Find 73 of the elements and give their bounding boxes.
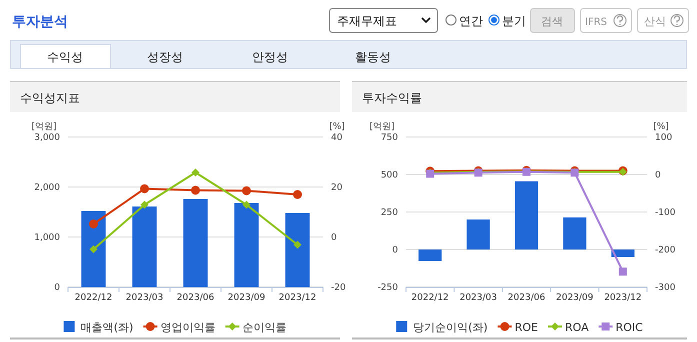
y2-tick-label: 20	[331, 183, 343, 193]
y2-tick-label: -300	[655, 283, 676, 293]
legend-label: ROA	[564, 321, 590, 334]
point	[242, 200, 250, 209]
y-axis-title: [억원]	[31, 122, 57, 132]
text: 산식	[644, 15, 666, 28]
y2-tick-label: 100	[655, 133, 672, 143]
bar	[285, 213, 310, 287]
bar	[563, 217, 586, 250]
point	[90, 245, 98, 254]
y-tick-label: 0	[54, 283, 60, 293]
legend-label: 영업이익률	[160, 321, 216, 334]
text: 안정성	[252, 50, 288, 64]
y-tick-label: -250	[378, 283, 398, 293]
x-tick-label: 2023/03	[126, 293, 164, 303]
y2-axis-title: [%]	[329, 122, 345, 132]
x-tick-label: 2023/03	[460, 293, 497, 303]
point	[192, 168, 200, 176]
text: 투자분석	[12, 14, 68, 30]
y2-axis-title: [%]	[653, 122, 669, 132]
y2-tick-label: 40	[331, 133, 343, 143]
x-tick-label: 2023/06	[508, 293, 546, 303]
chart-title: 수익성지표	[20, 91, 80, 105]
bar	[514, 181, 538, 250]
x-tick-label: 2023/09	[556, 293, 594, 303]
y2-tick-label: -100	[655, 208, 676, 218]
y-tick-label: 500	[380, 170, 398, 180]
bar	[466, 220, 490, 250]
y2-tick-label: 0	[655, 170, 661, 180]
bar	[132, 206, 157, 287]
y-tick-label: 0	[392, 246, 398, 256]
bar	[611, 250, 634, 257]
y-tick-label: 250	[380, 208, 398, 218]
y-tick-label: 750	[380, 133, 398, 143]
point	[293, 190, 302, 199]
y-axis-title: [억원]	[369, 122, 395, 132]
x-tick-label: 2023/09	[228, 293, 266, 303]
text: 활동성	[355, 50, 391, 64]
legend-label: ROE	[514, 321, 538, 334]
x-tick-label: 2022/12	[411, 293, 449, 303]
bar	[418, 250, 442, 262]
point	[191, 186, 200, 195]
y2-tick-label: -20	[331, 283, 346, 293]
text: 검색	[541, 15, 563, 28]
point	[242, 186, 251, 196]
text: 주재무제표	[337, 14, 397, 28]
bar	[81, 211, 106, 287]
legend-label: 순이익률	[242, 321, 286, 334]
point	[140, 184, 149, 194]
x-tick-label: 2023/12	[278, 293, 316, 303]
y2-tick-label: -200	[655, 246, 676, 256]
y-tick-label: 2,000	[34, 183, 60, 193]
point	[89, 220, 98, 228]
point	[294, 240, 302, 249]
bar	[234, 203, 259, 287]
text: 성장성	[147, 50, 183, 64]
y2-tick-label: 0	[331, 233, 337, 243]
text: 연간	[459, 14, 483, 28]
point	[140, 200, 148, 209]
x-tick-label: 2023/12	[604, 293, 642, 303]
y-tick-label: 1,000	[34, 233, 60, 243]
text: 수익성	[47, 50, 83, 64]
legend-label: ROIC	[616, 321, 644, 334]
legend-label: 당기순이익(좌)	[413, 321, 488, 334]
x-tick-label: 2023/06	[176, 293, 214, 303]
text: IFRS	[585, 17, 607, 28]
bar	[183, 199, 208, 287]
y-tick-label: 3,000	[34, 133, 60, 143]
x-tick-label: 2022/12	[74, 293, 112, 303]
legend-label: 매출액(좌)	[80, 321, 134, 334]
text: 분기	[502, 14, 526, 28]
point	[618, 268, 627, 276]
chart-title: 투자수익률	[362, 91, 422, 105]
